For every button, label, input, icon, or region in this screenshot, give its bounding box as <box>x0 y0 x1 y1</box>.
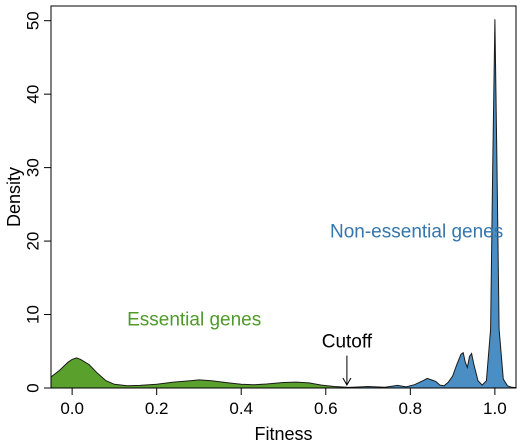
cutoff-arrow-head <box>342 377 352 387</box>
y-tick-label: 50 <box>24 11 43 30</box>
x-tick-label: 0.4 <box>229 399 253 418</box>
axes: 0.0 0.2 0.4 0.6 0.8 1.0 0 10 20 30 40 50 <box>24 11 507 418</box>
y-tick-label: 30 <box>24 158 43 177</box>
x-tick-label: 0.8 <box>398 399 422 418</box>
x-tick-label: 0.6 <box>314 399 338 418</box>
cutoff-label: Cutoff <box>322 332 373 353</box>
y-axis-title: Density <box>4 167 24 227</box>
x-tick-label: 0.0 <box>60 399 84 418</box>
y-tick-label: 40 <box>24 85 43 104</box>
x-tick-label: 1.0 <box>483 399 507 418</box>
essential-genes-label: Essential genes <box>127 310 261 331</box>
non-essential-genes-label: Non-essential genes <box>330 221 503 242</box>
annotations: Essential genes Non-essential genes Cutoff <box>127 221 503 387</box>
x-axis-title: Fitness <box>254 424 312 444</box>
y-tick-label: 10 <box>24 305 43 324</box>
y-tick-label: 0 <box>24 383 43 392</box>
y-tick-label: 20 <box>24 232 43 251</box>
density-series <box>51 19 516 388</box>
plot-border <box>50 5 517 389</box>
non-essential-genes-density-area <box>334 19 516 388</box>
x-tick-label: 0.2 <box>145 399 169 418</box>
